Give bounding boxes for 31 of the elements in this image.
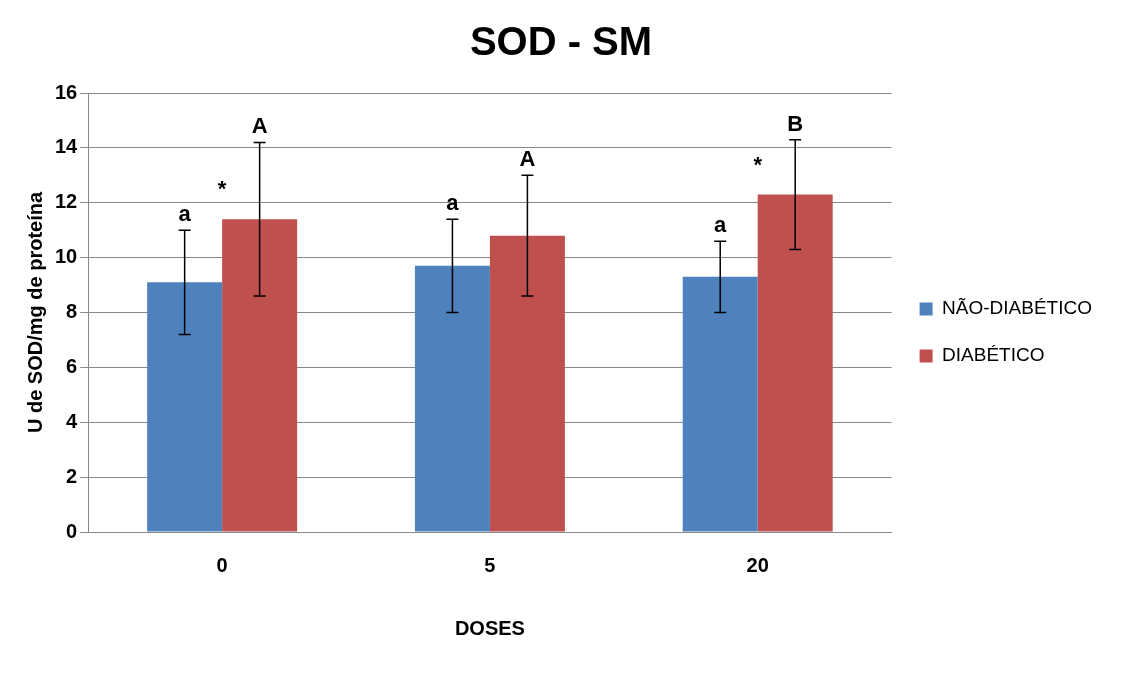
annotation: A xyxy=(519,146,536,172)
annotation: a xyxy=(714,212,728,238)
y-tick-label: 14 xyxy=(55,135,79,158)
y-tick-label: 10 xyxy=(55,245,78,268)
y-axis-title: U de SOD/mg de proteína xyxy=(23,191,46,434)
x-tick-label: 20 xyxy=(746,553,769,576)
x-axis-title: DOSES xyxy=(454,616,525,639)
annotation: B xyxy=(787,110,804,136)
bar xyxy=(414,265,490,532)
y-tick-label: 6 xyxy=(66,354,78,377)
bar xyxy=(682,276,758,532)
y-tick-label: 0 xyxy=(66,519,78,542)
annotation: a xyxy=(178,201,192,227)
bar xyxy=(147,282,223,532)
annotation: * xyxy=(753,151,763,177)
annotation: * xyxy=(217,176,227,202)
legend-label: DIABÉTICO xyxy=(942,344,1045,366)
annotation: A xyxy=(251,113,268,139)
y-tick-label: 16 xyxy=(55,80,78,103)
x-tick-label: 0 xyxy=(216,553,228,576)
y-tick-label: 4 xyxy=(66,409,79,432)
y-tick-label: 8 xyxy=(66,300,78,323)
y-tick-label: 2 xyxy=(66,464,78,487)
bar xyxy=(489,235,565,532)
bar xyxy=(757,194,833,532)
y-tick-label: 12 xyxy=(55,190,78,213)
chart-title: SOD - SM xyxy=(469,19,653,64)
bar xyxy=(222,219,298,532)
x-tick-label: 5 xyxy=(484,553,496,576)
legend-label: NÃO-DIABÉTICO xyxy=(942,297,1092,319)
annotation: a xyxy=(446,190,460,216)
